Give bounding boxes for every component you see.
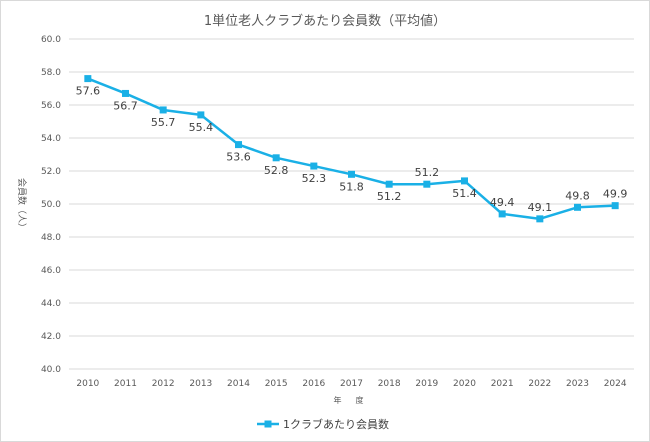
data-labels: 57.6 56.7 55.7 55.4 53.6 52.8 52.3 51.8 51.2 51.2… <box>76 85 628 214</box>
x-tick-label: 2016 <box>302 379 325 389</box>
y-tick-label: 48.0 <box>41 233 61 243</box>
gridlines <box>69 38 634 370</box>
series-group <box>84 75 619 223</box>
legend-label: 1クラブあたり会員数 <box>283 417 389 431</box>
x-tick-label: 2010 <box>76 379 99 389</box>
data-label: 49.9 <box>603 188 628 201</box>
data-label: 51.2 <box>377 190 402 203</box>
x-tick-label: 2012 <box>152 379 175 389</box>
y-axis-label: 会員数（人） <box>16 178 28 232</box>
y-tick-label: 58.0 <box>41 68 61 78</box>
data-label: 56.7 <box>113 99 138 112</box>
y-tick-label: 42.0 <box>41 332 61 342</box>
y-tick-label: 40.0 <box>41 365 61 375</box>
data-point-marker <box>122 89 129 97</box>
x-tick-label: 2011 <box>114 379 137 389</box>
x-tick-label: 2024 <box>604 379 627 389</box>
data-point-marker <box>159 106 167 114</box>
y-tick-label: 56.0 <box>41 101 61 111</box>
y-tick-label: 44.0 <box>41 299 61 309</box>
x-tick-label: 2013 <box>189 379 212 389</box>
data-point-marker <box>272 154 280 162</box>
data-label: 49.1 <box>528 201 553 214</box>
x-tick-label: 2019 <box>415 379 438 389</box>
data-point-marker <box>574 203 581 211</box>
x-tick-label: 2018 <box>378 379 401 389</box>
x-tick-label: 2014 <box>227 379 250 389</box>
y-tick-label: 50.0 <box>41 200 61 210</box>
data-point-marker <box>197 111 205 119</box>
legend[interactable]: 1クラブあたり会員数 <box>257 417 389 431</box>
x-tick-label: 2022 <box>528 379 551 389</box>
data-label: 51.2 <box>415 166 440 179</box>
y-tick-label: 52.0 <box>41 167 61 177</box>
y-tick-label: 46.0 <box>41 266 61 276</box>
data-point-marker <box>235 141 242 149</box>
data-point-marker <box>385 180 393 188</box>
data-label: 49.8 <box>565 189 590 202</box>
y-tick-label: 60.0 <box>41 35 61 45</box>
x-tick-label: 2021 <box>491 379 514 389</box>
x-tick-label: 2020 <box>453 379 476 389</box>
series-line <box>87 77 616 221</box>
data-label: 53.6 <box>226 151 251 164</box>
data-point-marker <box>348 170 355 178</box>
data-label: 52.8 <box>264 164 289 177</box>
data-point-marker <box>611 202 619 210</box>
y-tick-label: 54.0 <box>41 134 61 144</box>
data-label: 55.4 <box>189 121 214 134</box>
x-axis-ticks: 2010 2011 2012 2013 2014 2015 2016 2017 2018 2019… <box>76 379 627 389</box>
legend-marker-icon <box>264 420 272 428</box>
x-tick-label: 2023 <box>566 379 589 389</box>
x-tick-label: 2017 <box>340 379 363 389</box>
x-axis-label: 年 度 <box>334 395 367 405</box>
chart-title: 1単位老人クラブあたり会員数（平均値） <box>204 13 446 29</box>
data-point-marker <box>498 210 506 218</box>
data-label: 51.8 <box>339 180 364 193</box>
data-point-marker <box>84 75 92 83</box>
data-point-marker <box>536 215 544 223</box>
data-label: 52.3 <box>302 172 327 185</box>
x-tick-label: 2015 <box>265 379 288 389</box>
data-label: 49.4 <box>490 196 515 209</box>
data-point-marker <box>423 180 431 188</box>
y-axis-ticks: 40.0 42.0 44.0 46.0 48.0 50.0 52.0 54.0 56.0 58.0… <box>41 35 61 375</box>
data-point-marker <box>461 177 468 185</box>
data-label: 55.7 <box>151 116 176 129</box>
data-label: 57.6 <box>76 85 101 98</box>
data-point-marker <box>310 162 318 170</box>
data-label: 51.4 <box>452 187 477 200</box>
